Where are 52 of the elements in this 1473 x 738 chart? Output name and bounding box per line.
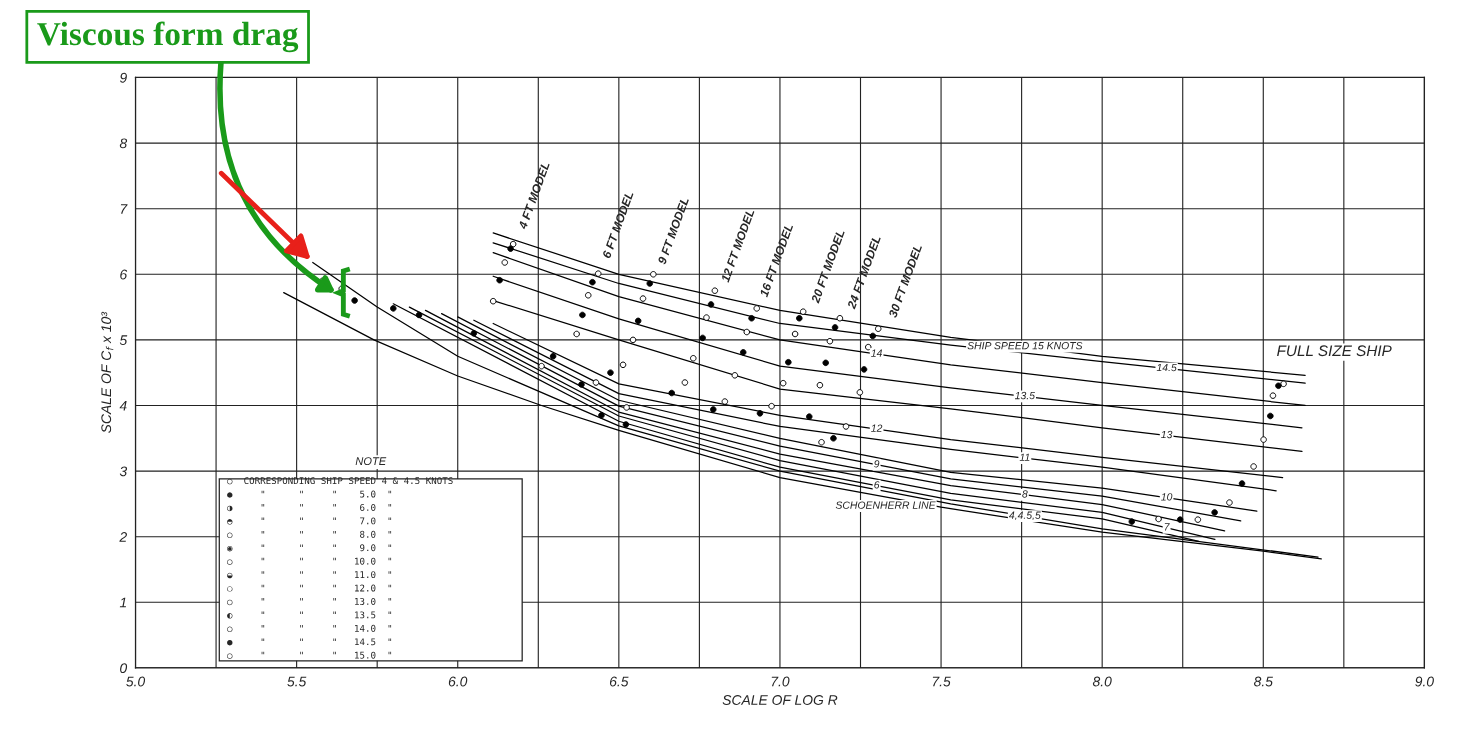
series-label: SCHOENHERR LINE bbox=[835, 501, 936, 509]
annotation: ○ CORRESPONDING SHIP SPEED 4 & 4.5 KNOTS bbox=[227, 477, 453, 485]
annotation: ○ " " " 12.0 " bbox=[227, 584, 392, 592]
x-tick-label: 5.0 bbox=[126, 676, 146, 687]
series-label: 8 bbox=[1022, 490, 1028, 498]
y-tick-label: 5 bbox=[119, 335, 128, 346]
y-tick-label: 9 bbox=[119, 72, 127, 83]
annotation: ◐ " " " 13.5 " bbox=[227, 611, 392, 619]
x-tick-label: 6.5 bbox=[609, 676, 629, 687]
annotation: ● " " " 5.0 " bbox=[227, 490, 392, 498]
x-tick-label: 8.0 bbox=[1092, 676, 1112, 687]
series-label: 12 bbox=[871, 424, 883, 432]
x-tick-label: 5.5 bbox=[287, 676, 307, 687]
annotation: ◑ " " " 6.0 " bbox=[227, 504, 392, 512]
y-axis-title: SCALE OF C$_{f}$ x 10³ bbox=[101, 311, 114, 433]
series-label: 9 bbox=[874, 460, 880, 468]
series-label: 4,4.5,5 bbox=[1008, 511, 1041, 521]
annotation: ○ " " " 15.0 " bbox=[227, 651, 392, 659]
series-label: 13 bbox=[1161, 430, 1173, 439]
series-label: 14.5 bbox=[1156, 363, 1177, 372]
series-label: 13.5 bbox=[1014, 391, 1035, 400]
y-tick-label: 0 bbox=[120, 663, 128, 674]
annotation: FULL SIZE SHIP bbox=[1277, 345, 1392, 357]
annotation: ● " " " 14.5 " bbox=[227, 638, 392, 646]
y-tick-label: 8 bbox=[119, 138, 128, 149]
x-tick-label: 6.0 bbox=[448, 676, 468, 687]
series-label: 11 bbox=[1019, 453, 1030, 461]
y-tick-label: 1 bbox=[119, 597, 127, 608]
series-label: 10 bbox=[1161, 493, 1173, 501]
series-label: 14 bbox=[871, 349, 883, 357]
x-axis-title: SCALE OF LOG R bbox=[722, 695, 838, 705]
annotation: ◉ " " " 9.0 " bbox=[227, 544, 392, 552]
y-tick-label: 7 bbox=[120, 204, 128, 214]
x-tick-label: 9.0 bbox=[1415, 676, 1434, 687]
x-tick-label: 8.5 bbox=[1254, 676, 1273, 687]
y-tick-label: 4 bbox=[119, 400, 127, 411]
annotation: ◓ " " " 7.0 " bbox=[227, 517, 392, 525]
annotation: ○ " " " 13.0 " bbox=[227, 598, 392, 606]
annotation: NOTE bbox=[355, 457, 387, 466]
annotation: ○ " " " 8.0 " bbox=[227, 530, 392, 539]
y-tick-label: 3 bbox=[119, 466, 128, 477]
y-tick-label: 2 bbox=[119, 532, 127, 542]
annotation: ○ " " " 14.0 " bbox=[227, 624, 392, 633]
series-label: 7 bbox=[1164, 523, 1170, 531]
text: Viscous form drag bbox=[37, 21, 299, 53]
y-tick-label: 6 bbox=[120, 269, 128, 280]
series-label: 6 bbox=[874, 481, 880, 489]
x-tick-label: 7.5 bbox=[932, 676, 951, 687]
x-tick-label: 7.0 bbox=[771, 676, 790, 687]
series-label: SHIP SPEED 15 KNOTS bbox=[967, 342, 1083, 350]
annotation: ◒ " " " 11.0 " bbox=[227, 571, 392, 579]
annotation: ○ " " " 10.0 " bbox=[227, 557, 392, 565]
